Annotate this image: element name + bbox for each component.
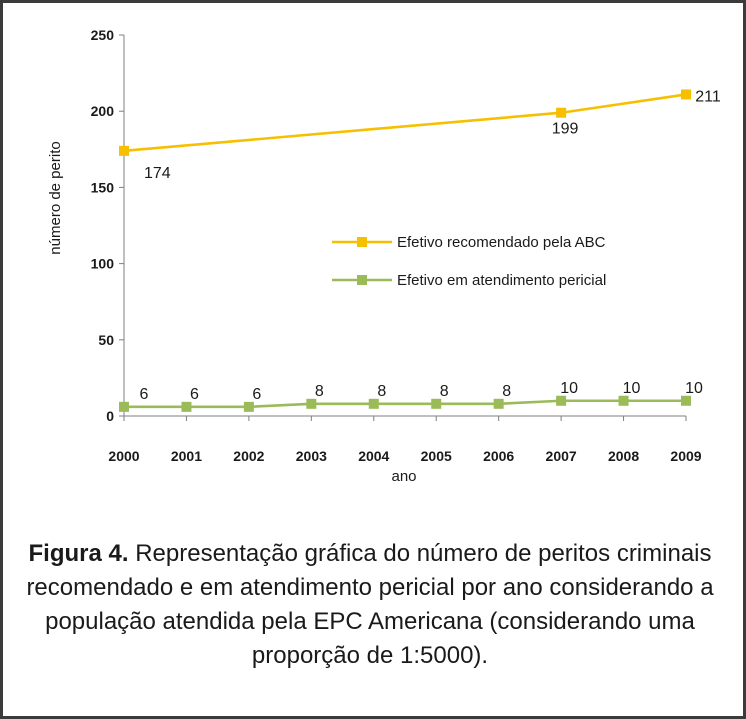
data-label: 10: [560, 380, 578, 397]
x-tick-label: 2000: [108, 448, 139, 464]
y-tick-label: 150: [91, 179, 115, 195]
y-tick-label: 250: [91, 27, 115, 43]
x-axis-title: ano: [391, 468, 416, 485]
y-tick-label: 50: [98, 332, 114, 348]
data-point: [681, 395, 691, 406]
data-point: [556, 395, 567, 406]
data-point: [243, 401, 254, 412]
y-axis-title: número de perito: [47, 141, 64, 254]
figure-caption: Figura 4. Representação gráfica do númer…: [20, 537, 720, 673]
x-tick-label: 2008: [608, 448, 639, 464]
data-point: [119, 145, 129, 156]
x-tick-label: 2004: [358, 448, 389, 464]
data-point: [368, 398, 379, 409]
data-label: 174: [144, 165, 171, 182]
data-point: [556, 107, 567, 118]
data-point: [181, 401, 192, 412]
legend-marker: [357, 237, 367, 247]
series-1: 174 199 211: [119, 88, 721, 182]
data-point: [306, 398, 317, 409]
data-label: 8: [502, 383, 511, 400]
series-line: [123, 93, 687, 153]
y-tick-label: 0: [106, 408, 114, 424]
legend: Efetivo recomendado pela ABC Efetivo em a…: [332, 234, 606, 289]
caption-lead: Figura 4.: [28, 540, 129, 567]
data-label: 10: [623, 380, 641, 397]
data-label: 6: [190, 386, 199, 403]
data-label: 10: [685, 380, 703, 397]
data-label: 8: [315, 383, 324, 400]
y-tick-label: 100: [91, 256, 115, 272]
series-2: 6 6 6 8 8 8 8 10 10 10: [119, 380, 703, 412]
y-axis: 0 50 100 150 200 250: [91, 27, 125, 424]
caption-text: Representação gráfica do número de perit…: [26, 540, 714, 669]
x-axis: 2000 2001 2002 2003 2004 2005 2006 2007 2008 2009: [108, 415, 702, 464]
y-tick-label: 200: [91, 103, 115, 119]
legend-label: Efetivo recomendado pela ABC: [397, 234, 606, 251]
x-tick-label: 2001: [171, 448, 202, 464]
x-tick-label: 2009: [670, 448, 701, 464]
legend-item-1: Efetivo recomendado pela ABC: [332, 234, 606, 251]
data-point: [431, 398, 442, 409]
data-label: 8: [377, 383, 386, 400]
data-point: [618, 395, 629, 406]
legend-item-2: Efetivo em atendimento pericial: [332, 272, 606, 289]
x-tick-label: 2007: [546, 448, 577, 464]
line-chart: 0 50 100 150 200 250 2000 2001 2002 2003 2004 2005…: [47, 27, 721, 485]
x-tick-label: 2005: [421, 448, 452, 464]
x-tick-label: 2003: [296, 448, 327, 464]
series-line: [124, 399, 686, 409]
data-point: [119, 401, 129, 412]
x-tick-label: 2002: [233, 448, 264, 464]
data-point: [493, 398, 504, 409]
legend-label: Efetivo em atendimento pericial: [397, 272, 606, 289]
data-point: [681, 89, 691, 100]
data-label: 6: [252, 386, 261, 403]
data-label: 199: [552, 121, 579, 138]
data-label: 211: [695, 88, 721, 105]
series-layer: 174 199 211 6 6 6 8 8 8 8 10 10 10: [119, 88, 721, 412]
legend-marker: [357, 275, 367, 285]
data-label: 8: [440, 383, 449, 400]
data-label: 6: [140, 386, 149, 403]
x-tick-label: 2006: [483, 448, 514, 464]
